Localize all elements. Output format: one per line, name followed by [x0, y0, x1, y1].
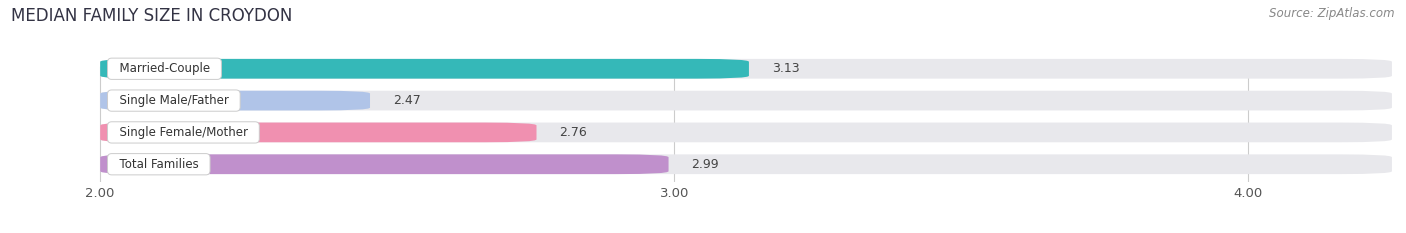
- FancyBboxPatch shape: [100, 91, 1392, 110]
- FancyBboxPatch shape: [100, 59, 749, 79]
- Text: Single Female/Mother: Single Female/Mother: [111, 126, 254, 139]
- Text: MEDIAN FAMILY SIZE IN CROYDON: MEDIAN FAMILY SIZE IN CROYDON: [11, 7, 292, 25]
- FancyBboxPatch shape: [100, 123, 537, 142]
- Text: Married-Couple: Married-Couple: [111, 62, 218, 75]
- FancyBboxPatch shape: [100, 154, 1392, 174]
- FancyBboxPatch shape: [100, 59, 1392, 79]
- Text: 2.47: 2.47: [394, 94, 420, 107]
- FancyBboxPatch shape: [100, 91, 370, 110]
- Text: 2.76: 2.76: [560, 126, 588, 139]
- FancyBboxPatch shape: [100, 123, 1392, 142]
- FancyBboxPatch shape: [100, 154, 669, 174]
- Text: Total Families: Total Families: [111, 158, 205, 171]
- Text: 3.13: 3.13: [772, 62, 800, 75]
- Text: Source: ZipAtlas.com: Source: ZipAtlas.com: [1270, 7, 1395, 20]
- Text: Single Male/Father: Single Male/Father: [111, 94, 236, 107]
- Text: 2.99: 2.99: [692, 158, 718, 171]
